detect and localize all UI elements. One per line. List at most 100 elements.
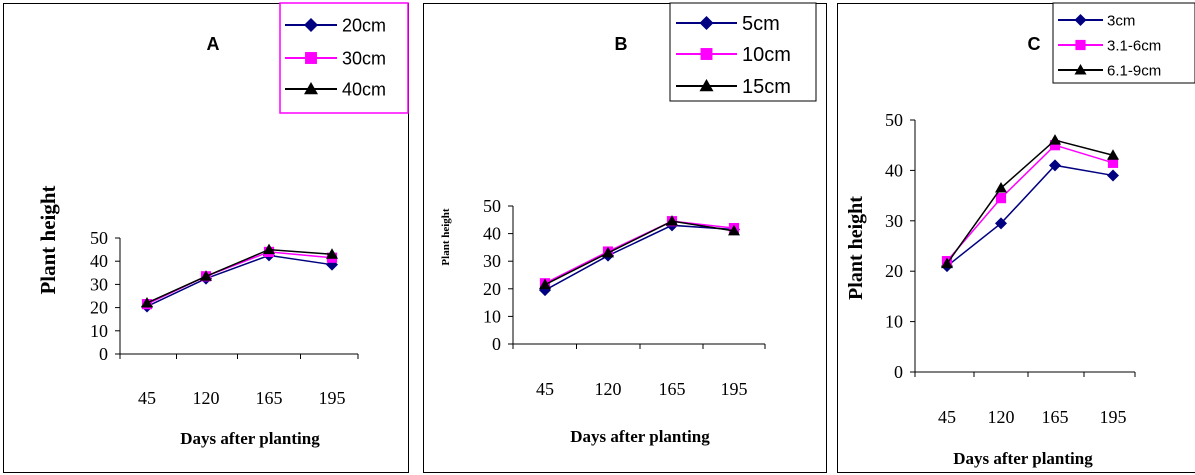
legend-marker	[699, 16, 714, 30]
y-tick-label: 20	[885, 261, 903, 281]
legend-label: 15cm	[742, 76, 791, 98]
legend-item: 20cm	[285, 15, 386, 35]
data-point	[200, 270, 212, 281]
x-tick-label: 195	[1100, 407, 1127, 427]
y-tick-label: 20	[90, 298, 108, 318]
legend-item: 15cm	[676, 76, 791, 98]
legend-item: 40cm	[285, 79, 386, 99]
x-tick-label: 195	[721, 379, 748, 399]
x-tick-label: 195	[319, 388, 346, 408]
panel-title: C	[1028, 34, 1041, 54]
x-tick-label: 120	[988, 407, 1015, 427]
legend: 20cm 30cm 40cm	[279, 2, 409, 114]
data-point	[941, 257, 953, 269]
legend-item: 10cm	[676, 44, 791, 66]
legend-item: 3.1-6cm	[1058, 37, 1161, 54]
data-point	[263, 243, 275, 255]
series-line	[146, 254, 333, 308]
series-line	[946, 144, 1114, 262]
x-axis-label: Days after planting	[570, 427, 710, 446]
legend-item: 6.1-9cm	[1058, 62, 1161, 79]
y-axis-label: Plant height	[36, 185, 60, 294]
legend-item: 5cm	[676, 13, 780, 35]
y-tick-label: 40	[90, 251, 108, 271]
chart-panel-b: 0 10 20 30 40 50 45 120 165 195 Days after plantin…	[423, 2, 827, 473]
y-tick-label: 10	[483, 306, 501, 326]
x-axis-label: Days after planting	[180, 429, 320, 448]
series-line	[544, 224, 735, 291]
series-3	[539, 215, 740, 290]
y-tick-label: 0	[894, 362, 903, 382]
y-tick-label: 30	[885, 211, 903, 231]
legend-marker	[1074, 64, 1087, 75]
y-tick-label: 50	[885, 110, 903, 130]
x-tick-label: 45	[536, 379, 554, 399]
legend-marker	[1074, 14, 1087, 26]
legend-label: 30cm	[342, 48, 386, 68]
legend-label: 20cm	[342, 15, 386, 35]
chart-panel-c: 0 10 20 30 40 50 45 120 165 195 Days after plantin…	[837, 2, 1195, 473]
legend-marker	[304, 18, 318, 32]
y-tick-label: 0	[492, 334, 501, 354]
legend-item: 30cm	[285, 48, 386, 68]
legend-marker	[699, 79, 714, 92]
legend-label: 6.1-9cm	[1107, 62, 1161, 79]
legend: 3cm 3.1-6cm 6.1-9cm	[1052, 2, 1195, 84]
data-point	[1049, 159, 1061, 172]
series-3	[941, 134, 1119, 269]
legend-item: 3cm	[1058, 12, 1135, 29]
y-tick-label: 10	[90, 321, 108, 341]
y-tick-label: 10	[885, 312, 903, 332]
data-point	[666, 215, 678, 226]
data-point	[995, 193, 1007, 204]
data-point	[995, 217, 1007, 230]
x-tick-label: 165	[1042, 407, 1069, 427]
y-tick-label: 40	[483, 224, 501, 244]
y-tick-label: 50	[90, 228, 108, 248]
legend: 5cm 10cm 15cm	[669, 2, 817, 102]
y-axis-label: Plant height	[440, 208, 452, 265]
chart-panel-a: 0 10 20 30 40 50 45 120 165 195 Days after plantin…	[3, 2, 409, 473]
x-tick-label: 165	[659, 379, 686, 399]
x-tick-label: 45	[938, 407, 956, 427]
data-point	[1107, 169, 1119, 182]
legend-label: 3.1-6cm	[1107, 37, 1161, 54]
series-line	[946, 164, 1114, 267]
panel-title: B	[615, 34, 628, 54]
y-tick-label: 0	[99, 344, 108, 364]
data-point	[602, 246, 614, 258]
data-point	[995, 182, 1007, 193]
x-tick-label: 165	[256, 388, 283, 408]
data-point	[1107, 157, 1119, 168]
panel-title: A	[207, 34, 220, 54]
data-point	[326, 248, 338, 259]
legend-label: 5cm	[742, 13, 780, 35]
series-3	[141, 243, 338, 308]
x-tick-label: 120	[595, 379, 622, 399]
y-tick-label: 20	[483, 279, 501, 299]
data-point	[141, 296, 153, 308]
data-point	[1049, 134, 1061, 145]
x-axis-label: Days after planting	[953, 449, 1093, 468]
legend-marker	[1075, 39, 1086, 51]
data-point	[1049, 140, 1061, 151]
series-line	[146, 248, 333, 304]
y-tick-label: 40	[885, 160, 903, 180]
y-tick-label: 30	[90, 274, 108, 294]
y-tick-label: 30	[483, 251, 501, 271]
y-axis-label: Plant height	[845, 196, 867, 300]
data-point	[728, 224, 740, 236]
legend-marker	[304, 82, 318, 95]
legend-label: 3cm	[1107, 12, 1135, 29]
series-line	[946, 139, 1114, 265]
legend-marker	[305, 52, 317, 64]
data-point	[1107, 149, 1119, 160]
y-tick-label: 50	[483, 196, 501, 216]
legend-box	[669, 2, 817, 102]
legend-marker	[700, 48, 713, 60]
x-tick-label: 45	[138, 388, 156, 408]
data-point	[539, 278, 551, 290]
series-line	[544, 220, 735, 286]
legend-label: 10cm	[742, 44, 791, 66]
